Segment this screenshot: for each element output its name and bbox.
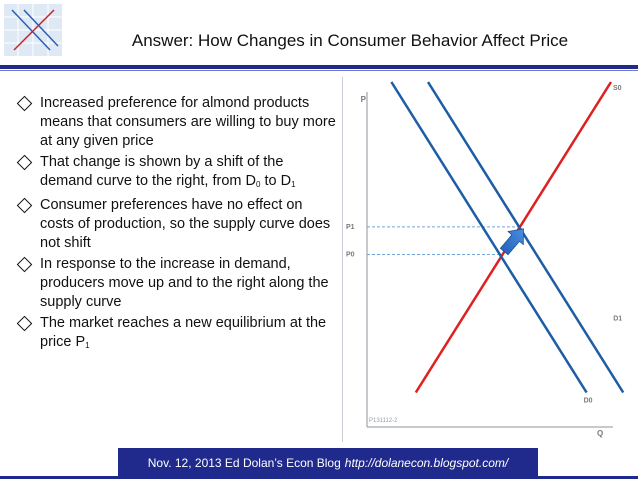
- bullet-text: to D: [260, 173, 292, 189]
- d1-label: D1: [613, 316, 622, 323]
- footer-link[interactable]: http://dolanecon.blogspot.com/: [344, 456, 509, 470]
- y-axis-label: P: [361, 95, 367, 104]
- subscript: 1: [291, 180, 296, 189]
- x-axis-label: Q: [597, 429, 603, 438]
- bullet-item: Consumer preferences have no effect on c…: [16, 196, 336, 253]
- footer-bar: Nov. 12, 2013 Ed Dolan’s Econ Blog http:…: [118, 448, 538, 478]
- subscript: 0: [256, 180, 261, 189]
- slide-title: Answer: How Changes in Consumer Behavior…: [131, 31, 569, 50]
- bullet-text: Consumer preferences have no effect on c…: [40, 197, 331, 251]
- subscript: 1: [85, 341, 90, 350]
- diamond-bullet-icon: [16, 197, 33, 214]
- title-divider-thin: [0, 70, 638, 71]
- footer-rule: [0, 476, 638, 479]
- diamond-bullet-icon: [16, 154, 33, 171]
- demand-curve-d0: [390, 81, 588, 394]
- p0-label: P0: [346, 252, 355, 259]
- figure-code: P131112-2: [369, 418, 398, 424]
- p1-label: P1: [346, 224, 355, 231]
- bullet-item: That change is shown by a shift of the d…: [16, 153, 336, 194]
- diamond-bullet-icon: [16, 256, 33, 273]
- bullet-item: The market reaches a new equilibrium at …: [16, 314, 336, 355]
- diamond-bullet-icon: [16, 315, 33, 332]
- shift-arrow-icon: [499, 228, 524, 256]
- footer-text: Nov. 12, 2013 Ed Dolan’s Econ Blog: [147, 456, 341, 470]
- bullet-text: Increased preference for almond products…: [40, 95, 336, 149]
- bullet-text: That change is shown by a shift of the d…: [40, 154, 284, 189]
- thumbnail-image: [4, 4, 62, 56]
- bullet-item: Increased preference for almond products…: [16, 94, 336, 151]
- thumbnail-graphic: [4, 4, 62, 56]
- s0-label: S0: [613, 85, 622, 92]
- bullet-text: In response to the increase in demand, p…: [40, 256, 329, 310]
- demand-curve-d1: [426, 81, 625, 394]
- bullet-text: The market reaches a new equilibrium at …: [40, 315, 327, 350]
- bullet-list: Increased preference for almond products…: [16, 94, 336, 357]
- d0-label: D0: [584, 398, 593, 405]
- diagram-svg: P Q P1 P0 S0 D0 D1 P131112-2: [346, 81, 625, 438]
- supply-demand-diagram: P Q P1 P0 S0 D0 D1 P131112-2: [342, 77, 638, 442]
- diamond-bullet-icon: [16, 95, 33, 112]
- title-divider: [0, 65, 638, 69]
- bullet-item: In response to the increase in demand, p…: [16, 255, 336, 312]
